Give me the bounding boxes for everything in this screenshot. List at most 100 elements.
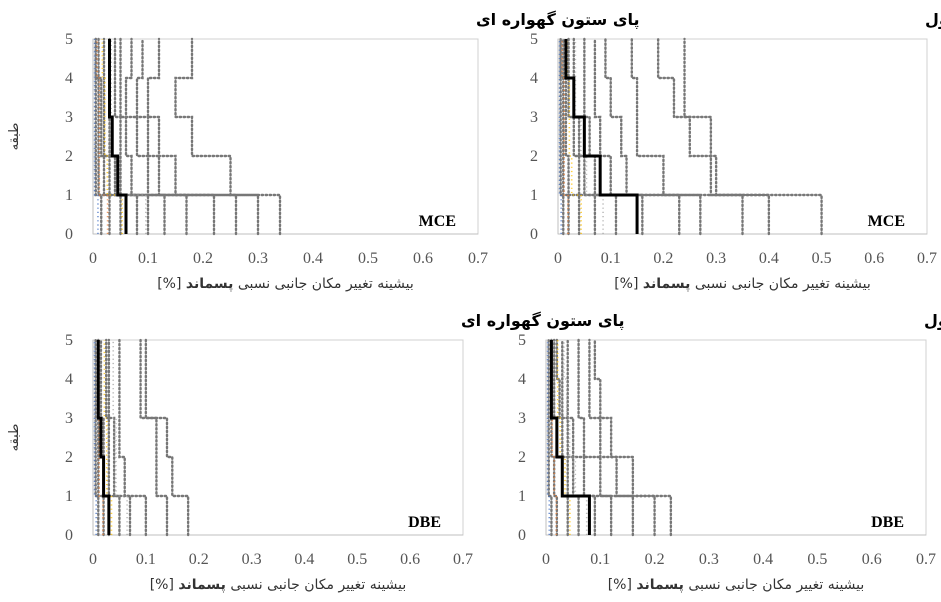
record-line (577, 338, 635, 537)
x-axis-label-prefix: بیشینه تغییر مکان جانبی نسبی (233, 276, 413, 292)
record-line (567, 37, 597, 236)
x-axis-label-unit: [%] (157, 276, 186, 292)
record-line-accent (563, 340, 588, 535)
chart-title: پای ستون گهواره ای (461, 311, 625, 331)
record-line (94, 37, 103, 236)
x-tick-label: 0.5 (812, 250, 832, 267)
x-tick-label: 0.7 (453, 551, 473, 568)
hazard-level-label: MCE (419, 213, 456, 230)
record-line (656, 37, 771, 236)
y-tick-label: 3 (530, 109, 538, 126)
mean-profile-line (564, 39, 639, 234)
record-line (144, 338, 190, 537)
x-tick-label: 0.3 (706, 250, 726, 267)
y-tick-label: 1 (530, 187, 538, 204)
x-axis-label-bold: پسماند (643, 276, 691, 292)
record-line-accent (561, 39, 569, 234)
x-tick-label: 0 (89, 250, 97, 267)
x-tick-label: 0.2 (653, 250, 673, 267)
record-line-accent (546, 340, 551, 535)
record-line (683, 37, 823, 236)
record-line (583, 37, 644, 236)
x-tick-label: 0.2 (193, 250, 213, 267)
x-axis-label-bold: پسماند (178, 577, 226, 593)
y-tick-label: 5 (530, 31, 538, 48)
record-line (630, 37, 744, 236)
y-tick-label: 4 (65, 70, 73, 87)
mean-profile-line (108, 39, 128, 234)
x-axis-label-unit: [%] (614, 276, 643, 292)
y-tick-label: 5 (65, 31, 73, 48)
y-tick-label: 0 (65, 527, 73, 544)
mean-profile-line (549, 340, 591, 535)
chart-panel-1: 0 1 2 3 4 5 0 0.1 0.2 0.3 0.4 0.5 0.6 0.7 پای ستون گهو… (7, 10, 640, 292)
x-tick-label: 0.3 (248, 250, 268, 267)
x-axis-label-prefix: بیشینه تغییر مکان جانبی نسبی (226, 577, 406, 593)
chart-panel-3: 0 1 2 3 4 5 0 0.1 0.2 0.3 0.4 0.5 0.6 0.7 پای ستون گهو… (7, 311, 625, 593)
y-tick-label: 0 (65, 226, 73, 243)
y-tick-label: 1 (65, 488, 73, 505)
record-line (118, 338, 148, 537)
y-axis-label: طبقه (7, 123, 22, 151)
record-line (588, 338, 656, 537)
y-tick-label: 1 (65, 187, 73, 204)
x-axis-label-unit: [%] (608, 577, 637, 593)
chart-title: پای ستون متداول (925, 10, 941, 30)
y-axis-label: طبقه (7, 424, 22, 452)
x-axis-label: بیشینه تغییر مکان جانبی نسبی پسماند [%] (608, 577, 865, 593)
y-tick-label: 3 (65, 410, 73, 427)
record-line-accent (96, 39, 109, 234)
chart-panel-2: 0 1 2 3 4 5 0 0.1 0.2 0.3 0.4 0.5 0.6 0.7 پای ستون متد… (530, 10, 941, 292)
x-tick-label: 0.6 (864, 250, 884, 267)
y-tick-label: 5 (65, 332, 73, 349)
x-tick-label: 0.5 (807, 551, 827, 568)
record-line (105, 338, 121, 537)
x-tick-label: 0 (89, 551, 97, 568)
x-tick-label: 0.2 (189, 551, 209, 568)
x-axis-label-bold: پسماند (186, 276, 234, 292)
record-line (174, 37, 282, 236)
record-line (139, 338, 169, 537)
mean-profile-line (96, 340, 111, 535)
x-axis-label-prefix: بیشینه تغییر مکان جانبی نسبی (690, 276, 870, 292)
x-tick-label: 0.4 (753, 551, 773, 568)
x-tick-label: 0 (554, 250, 562, 267)
plot-area-border (92, 339, 464, 536)
y-tick-label: 2 (65, 148, 73, 165)
x-tick-label: 0.7 (917, 250, 937, 267)
x-tick-label: 0.4 (303, 250, 323, 267)
x-axis-label-unit: [%] (150, 577, 179, 593)
plot-area-border (92, 38, 479, 235)
x-axis-label: بیشینه تغییر مکان جانبی نسبی پسماند [%] (614, 276, 871, 292)
y-tick-label: 1 (518, 488, 526, 505)
y-tick-label: 5 (518, 332, 526, 349)
x-tick-label: 0.1 (590, 551, 610, 568)
x-tick-label: 0 (542, 551, 550, 568)
y-tick-label: 4 (518, 371, 526, 388)
x-tick-label: 0.5 (347, 551, 367, 568)
y-tick-label: 3 (65, 109, 73, 126)
x-tick-label: 0.1 (138, 250, 158, 267)
x-tick-label: 0.2 (645, 551, 665, 568)
record-line-accent (551, 340, 558, 535)
y-tick-label: 4 (530, 70, 538, 87)
y-tick-label: 0 (530, 226, 538, 243)
x-axis-label-prefix: بیشینه تغییر مکان جانبی نسبی (684, 577, 864, 593)
hazard-level-label: MCE (868, 213, 905, 230)
y-tick-label: 0 (518, 527, 526, 544)
y-tick-label: 4 (65, 371, 73, 388)
x-tick-label: 0.6 (862, 551, 882, 568)
x-tick-label: 0.1 (136, 551, 156, 568)
plot-area-border (545, 339, 927, 536)
record-line (119, 37, 188, 236)
y-tick-label: 2 (65, 449, 73, 466)
hazard-level-label: DBE (408, 514, 441, 531)
x-tick-label: 0.6 (400, 551, 420, 568)
y-tick-label: 2 (518, 449, 526, 466)
chart-panel-4: 0 1 2 3 4 5 0 0.1 0.2 0.3 0.4 0.5 0.6 0.7 پای ستون متد… (518, 311, 941, 593)
x-tick-label: 0.3 (242, 551, 262, 568)
record-line (547, 338, 553, 537)
record-line-accent (110, 39, 147, 234)
x-axis-label: بیشینه تغییر مکان جانبی نسبی پسماند [%] (157, 276, 414, 292)
